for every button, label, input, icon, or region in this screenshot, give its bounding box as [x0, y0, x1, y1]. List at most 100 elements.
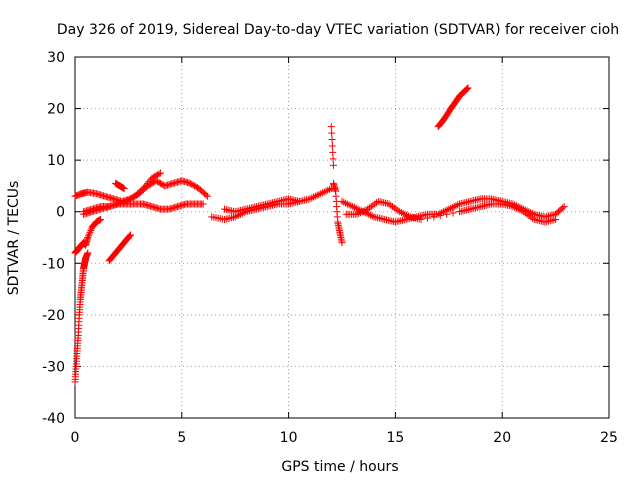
data-point [366, 211, 374, 219]
data-point [152, 172, 160, 180]
data-point [369, 201, 377, 209]
data-point [401, 210, 409, 218]
data-point [295, 197, 303, 205]
data-point [516, 206, 524, 214]
data-point [423, 214, 431, 222]
data-point [371, 200, 379, 208]
series-arc_high [434, 84, 472, 131]
data-points [71, 84, 568, 386]
data-point [329, 161, 337, 169]
x-tick-label: 25 [600, 430, 618, 446]
data-point [317, 190, 325, 198]
data-point [364, 205, 372, 213]
data-point [520, 208, 528, 216]
y-axis-label: SDTVAR / TECUs [6, 181, 22, 296]
data-point [454, 201, 462, 209]
data-point [450, 203, 458, 211]
data-point [394, 206, 402, 214]
series-spot_2 [112, 179, 128, 193]
data-point [329, 148, 337, 156]
data-point [365, 204, 373, 212]
data-point [347, 202, 355, 210]
data-point [155, 170, 163, 178]
data-point [322, 187, 330, 195]
data-point [186, 179, 194, 187]
data-point [385, 200, 393, 208]
data-point [345, 201, 353, 209]
data-point [512, 204, 520, 212]
data-point [154, 171, 162, 179]
data-point [514, 205, 522, 213]
data-point [509, 203, 517, 211]
data-point [525, 212, 533, 220]
data-point [447, 204, 455, 212]
data-point [155, 178, 163, 186]
data-point [449, 209, 457, 217]
data-point [328, 136, 336, 144]
data-point [464, 84, 472, 92]
data-point [85, 230, 93, 238]
x-tick-label: 20 [493, 430, 511, 446]
data-point [350, 203, 358, 211]
data-point [127, 231, 135, 239]
data-point [329, 155, 337, 163]
data-point [430, 213, 438, 221]
data-point [559, 204, 567, 212]
y-tick-label: -10 [42, 256, 65, 272]
data-point [145, 178, 153, 186]
y-tick-label: 30 [47, 50, 65, 66]
data-point [463, 85, 471, 93]
data-point [148, 174, 156, 182]
series-spike_12 [327, 123, 337, 169]
y-tick-label: 10 [47, 153, 65, 169]
data-point [441, 207, 449, 215]
y-tick-label: -40 [42, 411, 65, 427]
data-point [389, 203, 397, 211]
data-point [463, 85, 471, 93]
data-point [327, 123, 335, 131]
data-point [308, 194, 316, 202]
data-point [438, 209, 446, 217]
data-point [396, 208, 404, 216]
data-point [141, 183, 149, 191]
data-point [151, 172, 159, 180]
data-point [452, 202, 460, 210]
data-point [511, 203, 519, 211]
data-point [154, 178, 162, 186]
data-point [367, 203, 375, 211]
data-point [358, 208, 366, 216]
x-tick-label: 10 [280, 430, 298, 446]
data-point [338, 239, 346, 247]
data-point [85, 232, 93, 240]
plot-frame [74, 56, 610, 419]
data-point [126, 232, 134, 240]
series-dip_12 [329, 179, 346, 247]
data-point [318, 189, 326, 197]
y-tick-label: 0 [56, 205, 65, 221]
x-tick-label: 0 [71, 430, 80, 446]
data-point [306, 195, 314, 203]
data-point [313, 191, 321, 199]
series-band_mid_b [221, 195, 303, 216]
data-point [445, 205, 453, 213]
data-point [86, 228, 94, 236]
series-band_late_b [342, 197, 560, 226]
data-point [311, 192, 319, 200]
y-tick-labels: -40 -30 -20 -10 0 10 20 30 [42, 50, 65, 427]
data-point [120, 185, 128, 193]
data-point [199, 200, 207, 208]
data-point [443, 210, 451, 218]
x-tick-label: 15 [386, 430, 404, 446]
data-point [328, 129, 336, 137]
data-point [320, 188, 328, 196]
data-point [390, 204, 398, 212]
x-tick-label: 5 [177, 430, 186, 446]
data-point [191, 182, 199, 190]
data-point [436, 212, 444, 220]
data-point [139, 185, 147, 193]
data-point [142, 181, 150, 189]
data-point [203, 192, 211, 200]
data-point [188, 180, 196, 188]
data-point [560, 203, 568, 211]
